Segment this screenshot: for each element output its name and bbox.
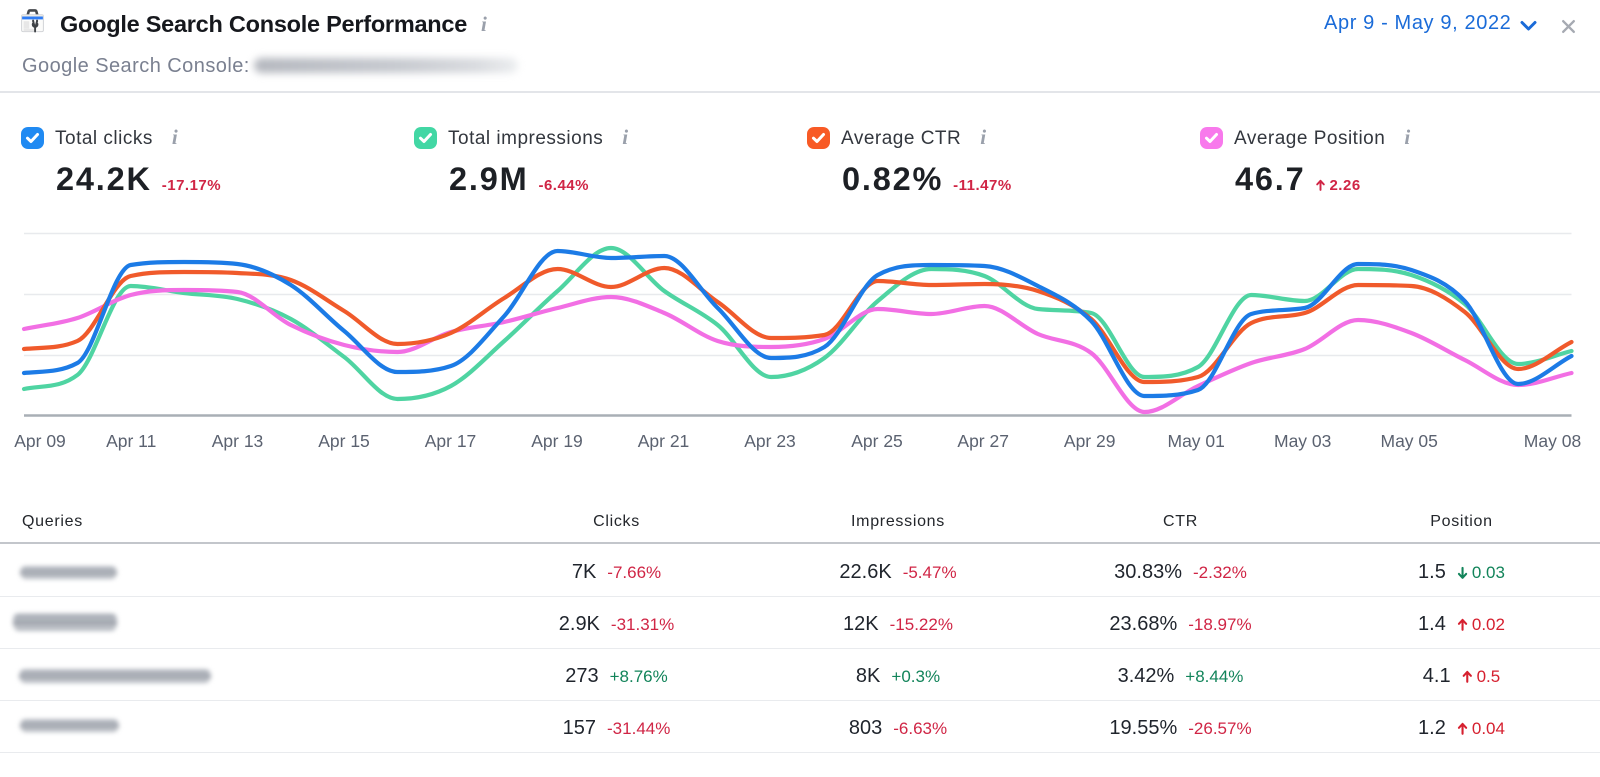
svg-text:Apr 17: Apr 17: [425, 431, 477, 451]
svg-text:Apr 23: Apr 23: [744, 431, 796, 451]
svg-text:Apr 11: Apr 11: [106, 431, 156, 451]
svg-text:May 01: May 01: [1168, 431, 1225, 451]
svg-text:Apr 21: Apr 21: [638, 431, 690, 451]
svg-text:Apr 15: Apr 15: [318, 431, 370, 451]
svg-text:May 05: May 05: [1381, 431, 1438, 451]
svg-text:May 08: May 08: [1524, 431, 1581, 451]
svg-text:Apr 27: Apr 27: [957, 431, 1009, 451]
svg-text:May 03: May 03: [1274, 431, 1331, 451]
svg-text:Apr 25: Apr 25: [851, 431, 903, 451]
svg-text:Apr 19: Apr 19: [531, 431, 583, 451]
svg-text:Apr 09: Apr 09: [14, 431, 66, 451]
svg-text:Apr 13: Apr 13: [212, 431, 264, 451]
svg-text:Apr 29: Apr 29: [1064, 431, 1116, 451]
